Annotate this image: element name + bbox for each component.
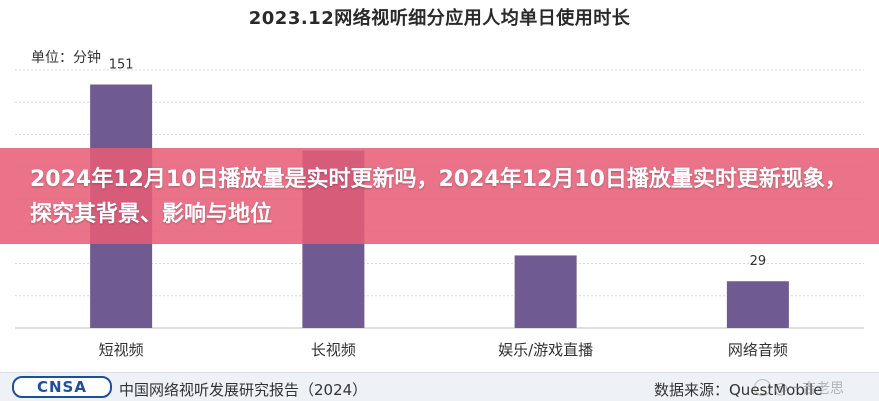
x-tick-label-1: 长视频 bbox=[311, 341, 356, 359]
overlay-title: 2024年12月10日播放量是实时更新吗，2024年12月10日播放量实时更新现… bbox=[30, 167, 847, 227]
footer-bar bbox=[0, 372, 879, 401]
x-tick-label-0: 短视频 bbox=[99, 341, 144, 359]
bar-3 bbox=[726, 281, 789, 328]
overlay-banner bbox=[0, 148, 879, 244]
watermark-text: @一吉老思 bbox=[774, 381, 844, 397]
cnsa-logo: CNSA bbox=[12, 376, 112, 398]
data-label-3: 29 bbox=[750, 254, 767, 269]
chart-title: 2023.12网络视听细分应用人均单日使用时长 bbox=[248, 8, 631, 29]
unit-label: 单位：分钟 bbox=[31, 50, 101, 66]
data-label-0: 151 bbox=[109, 58, 134, 73]
x-tick-label-2: 娱乐/游戏直播 bbox=[498, 341, 593, 359]
watermark-icon bbox=[754, 379, 771, 396]
bar-2 bbox=[514, 255, 577, 328]
footer-report-title: 中国网络视听发展研究报告（2024） bbox=[119, 381, 368, 399]
x-tick-label-3: 网络音频 bbox=[728, 341, 788, 359]
footer-data-source: 数据来源：QuestMobile bbox=[654, 381, 823, 399]
